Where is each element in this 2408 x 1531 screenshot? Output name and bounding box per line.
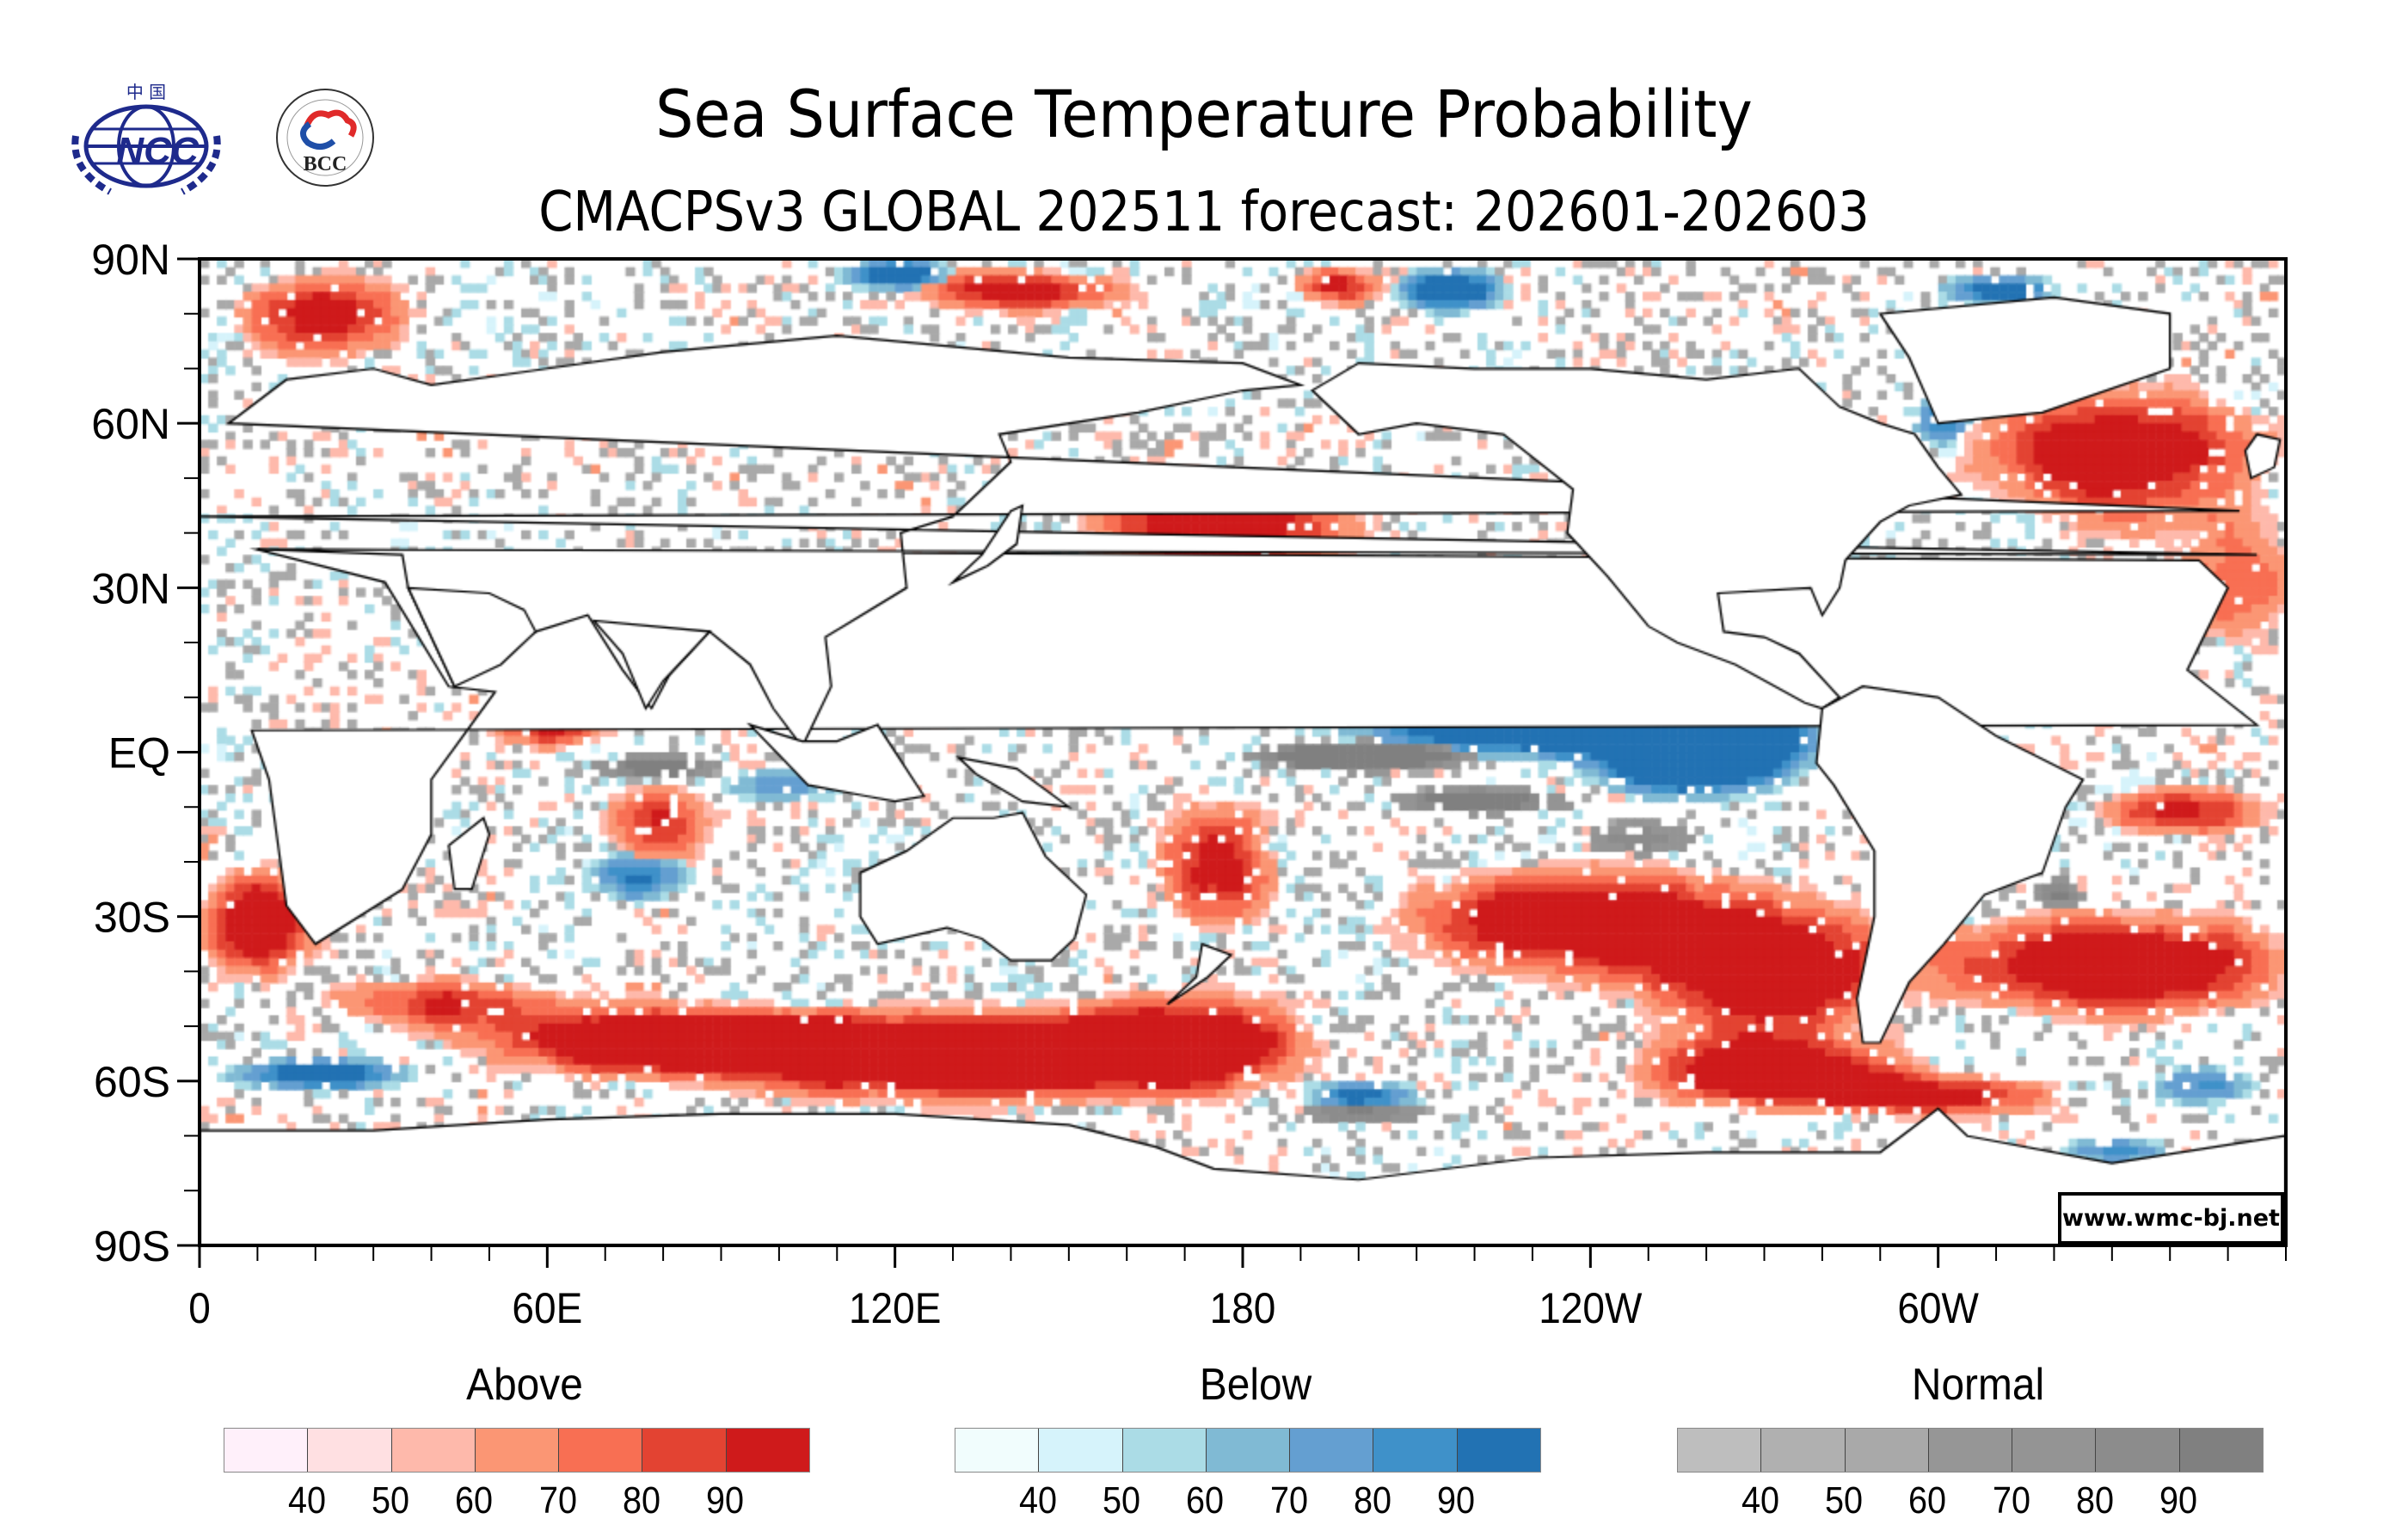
legend-swatch [475, 1429, 560, 1472]
legend-swatch [1678, 1429, 1762, 1472]
legend-title: Below [1199, 1360, 1312, 1410]
y-tick-label: 90N [91, 236, 170, 284]
y-tick-label: EQ [108, 729, 170, 778]
ncc-logo-text: NCC [116, 130, 200, 172]
legend-swatch [308, 1429, 392, 1472]
legend-title: Normal [1911, 1360, 2045, 1410]
legend-swatch [2012, 1429, 2097, 1472]
bcc-logo: BCC [276, 89, 374, 187]
x-tick-label: 60W [1897, 1285, 1979, 1332]
legend-swatch [1039, 1429, 1123, 1472]
legend-tick-label: 40 [1019, 1479, 1058, 1522]
y-tick-label: 30S [94, 894, 170, 942]
legend-swatch [726, 1429, 809, 1472]
chart-subtitle: CMACPSv3 GLOBAL 202511 forecast: 202601-… [538, 181, 1870, 244]
x-tick-label: 60E [512, 1285, 582, 1332]
legend-tick-label: 50 [1825, 1479, 1864, 1522]
logos: NCC 中 国 BCC [71, 82, 374, 195]
y-tick-label: 30N [91, 564, 170, 612]
legend-title: Above [466, 1360, 583, 1410]
legend-tick-label: 70 [1269, 1479, 1308, 1522]
legend-tick-label: 80 [622, 1479, 660, 1522]
bcc-logo-text: BCC [304, 153, 347, 175]
probability-map [200, 259, 2286, 1245]
legend-swatch [1122, 1429, 1207, 1472]
legend-swatch [1845, 1429, 1929, 1472]
y-tick-label: 60N [91, 400, 170, 448]
legend-tick-label: 40 [288, 1479, 327, 1522]
plot-frame [198, 257, 2288, 1247]
legend-tick-label: 50 [372, 1479, 410, 1522]
watermark: www.wmc-bj.net [2058, 1192, 2284, 1245]
legend-tick-label: 70 [1992, 1479, 2030, 1522]
legend-tick-label: 40 [1742, 1479, 1780, 1522]
chart-title: Sea Surface Temperature Probability [655, 76, 1753, 152]
x-tick-label: 120W [1539, 1285, 1643, 1332]
legend-swatch [1373, 1429, 1458, 1472]
legend-tick-label: 60 [455, 1479, 494, 1522]
x-tick-label: 180 [1210, 1285, 1276, 1332]
legend-swatch [1290, 1429, 1374, 1472]
legend-swatch [2096, 1429, 2180, 1472]
legend-swatch [1928, 1429, 2013, 1472]
legend-tick-label: 80 [1353, 1479, 1391, 1522]
y-tick-label: 90S [94, 1222, 170, 1270]
legend-swatch [559, 1429, 643, 1472]
ncc-logo-top-text: 中 国 [126, 82, 166, 102]
legend-tick-label: 60 [1908, 1479, 1947, 1522]
legend-swatch [391, 1429, 476, 1472]
y-tick-label: 60S [94, 1058, 170, 1106]
legend-tick-label: 80 [2075, 1479, 2114, 1522]
legend-swatch [1206, 1429, 1291, 1472]
legend-tick-label: 90 [1436, 1479, 1475, 1522]
x-tick-label: 0 [188, 1285, 211, 1332]
ncc-logo: NCC 中 国 [71, 82, 221, 195]
legend-swatch [955, 1429, 1040, 1472]
legend-tick-label: 70 [538, 1479, 577, 1522]
legend-swatch [1761, 1429, 1846, 1472]
legend-swatch [224, 1429, 309, 1472]
legend-tick-label: 60 [1186, 1479, 1225, 1522]
x-tick-label: 120E [849, 1285, 941, 1332]
legend-swatch [1457, 1429, 1540, 1472]
legend-tick-label: 90 [2159, 1479, 2197, 1522]
legend-swatch [2179, 1429, 2263, 1472]
legend-swatch [642, 1429, 727, 1472]
legend-tick-label: 50 [1103, 1479, 1141, 1522]
legend-tick-label: 90 [705, 1479, 744, 1522]
